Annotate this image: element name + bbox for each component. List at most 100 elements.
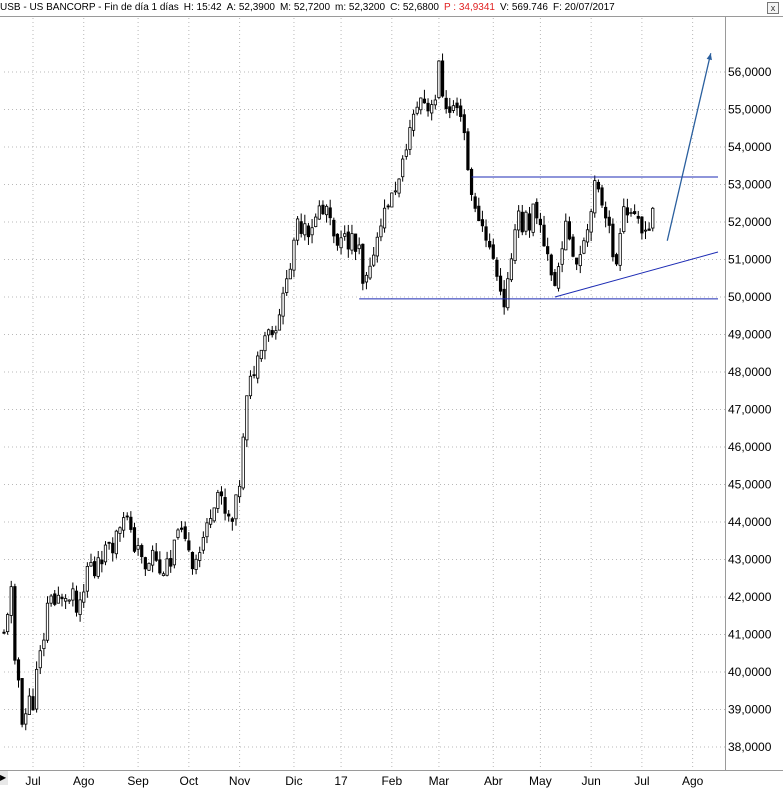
candle-body [2, 631, 6, 634]
candle-body [82, 591, 86, 603]
candle-body [560, 248, 564, 265]
candle-body [136, 545, 140, 550]
candle-body [205, 522, 209, 538]
candle-body [67, 599, 71, 602]
candle-body [556, 266, 561, 289]
y-tick-label: 54,0000 [728, 140, 772, 154]
candle-body [78, 599, 82, 615]
candle-body [498, 275, 503, 292]
candle-body [459, 105, 463, 117]
candle-body [107, 541, 111, 544]
y-tick-label: 44,0000 [728, 515, 772, 529]
candle-body [604, 206, 608, 219]
x-tick-label: Ago [681, 774, 704, 788]
candle-body [618, 233, 622, 266]
candle-body [488, 240, 492, 248]
candle-body [629, 212, 633, 215]
candle-body [179, 527, 184, 530]
candle-body [535, 201, 539, 219]
y-tick-label: 53,0000 [728, 178, 772, 192]
candle-body [448, 106, 452, 113]
y-tick-label: 41,0000 [728, 628, 772, 642]
candle-body [643, 229, 648, 232]
candle-body [372, 254, 376, 266]
candle-body [176, 529, 180, 538]
candle-body [636, 215, 640, 219]
plot-area[interactable] [0, 17, 726, 770]
candle-body [386, 205, 390, 208]
candle-body [252, 374, 256, 377]
candle-body [6, 614, 10, 633]
candle-body [125, 515, 129, 518]
scroll-left-arrow[interactable]: ▶ [0, 771, 8, 785]
candle-body [469, 168, 474, 195]
close-button[interactable]: x [767, 2, 779, 14]
candle-body [38, 650, 42, 669]
y-tick-label: 49,0000 [728, 328, 772, 342]
candle-body [122, 517, 126, 531]
candle-body [346, 231, 350, 250]
price-chart: 56,0000 55,0000 54,0000 53,0000 52,0000 51,00… [2, 18, 772, 770]
candle-body [20, 678, 24, 725]
candle-body [517, 210, 521, 231]
x-tick-label: Dic [285, 774, 303, 788]
candle-body [154, 551, 158, 561]
candle-body [582, 240, 586, 254]
candle-body [527, 213, 532, 231]
candle-body [56, 594, 60, 604]
candle-body [259, 349, 263, 360]
candle-body [332, 219, 336, 237]
candle-body [129, 516, 133, 530]
candle-body [31, 696, 35, 711]
y-tick-label: 55,0000 [728, 103, 772, 117]
candle-body [103, 544, 108, 563]
symbol-label: USB - US BANCORP - Fin de día 1 días [0, 2, 179, 13]
candle-body [361, 243, 365, 284]
high-time-label: H: 15:42 [183, 2, 222, 13]
candle-body [85, 565, 89, 592]
x-axis: Jul Ago Sep Oct Nov Dic 17 Feb Mar Abr May Jun Jul Ag… [0, 770, 783, 788]
date-label: F: 20/07/2017 [553, 2, 615, 13]
candle-body [379, 225, 383, 238]
rising-support-line [554, 251, 719, 298]
candle-body [150, 549, 155, 566]
x-tick-label: Ago [73, 774, 95, 788]
candle-body [393, 190, 398, 193]
candle-body [281, 292, 285, 317]
candle-body [491, 244, 495, 259]
candle-body [651, 207, 655, 229]
ask-label: A: 52,3900 [226, 2, 275, 13]
candle-body [411, 113, 416, 131]
candle-body [35, 668, 39, 710]
y-tick-label: 46,0000 [728, 440, 772, 454]
candle-body [227, 513, 231, 517]
candle-body [473, 196, 477, 209]
y-tick-label: 51,0000 [728, 253, 772, 267]
x-tick-label: Jun [581, 774, 601, 788]
candle-body [212, 507, 216, 522]
y-tick-label: 56,0000 [728, 65, 772, 79]
candle-body [158, 559, 162, 574]
candle-body [24, 713, 28, 725]
candle-body [328, 207, 332, 219]
candle-body [422, 98, 427, 104]
x-tick-label: Feb [381, 774, 403, 788]
candle-body [190, 551, 195, 570]
candle-body [451, 105, 456, 111]
candle-body [245, 395, 249, 441]
candle-body [335, 233, 340, 246]
candle-body [96, 557, 100, 577]
candle-body [74, 590, 79, 613]
candle-body [263, 335, 267, 352]
candle-body [578, 254, 582, 267]
breakout-arrow [666, 53, 712, 241]
candle-body [567, 221, 572, 240]
candle-body [49, 595, 53, 604]
candle-body [607, 216, 611, 226]
candle-body [477, 205, 481, 222]
candle-body [165, 558, 169, 576]
candle-body [506, 278, 510, 309]
candle-body [553, 272, 557, 286]
candle-body [237, 485, 242, 498]
candle-body [248, 375, 253, 397]
